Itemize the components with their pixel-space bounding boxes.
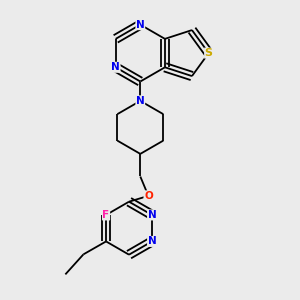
Text: F: F <box>103 210 110 220</box>
Text: O: O <box>144 191 153 201</box>
Text: N: N <box>136 20 145 30</box>
Text: N: N <box>148 210 156 220</box>
Text: N: N <box>111 62 120 72</box>
Text: N: N <box>136 96 145 106</box>
Text: N: N <box>148 236 156 246</box>
Text: S: S <box>205 48 213 58</box>
